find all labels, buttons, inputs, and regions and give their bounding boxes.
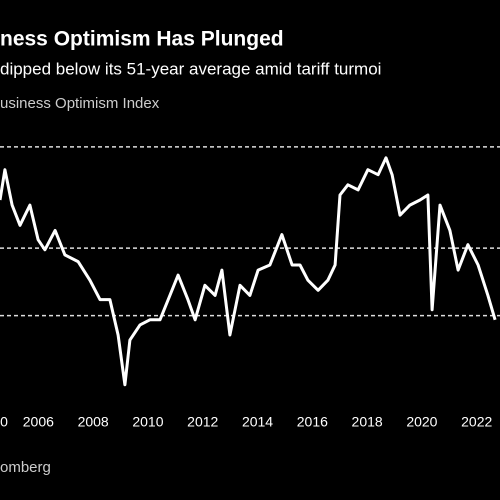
x-tick-label: 0 <box>0 414 8 430</box>
x-tick-label: 2006 <box>23 414 54 430</box>
x-tick-label: 2014 <box>242 414 273 430</box>
x-tick-label: 2010 <box>132 414 163 430</box>
x-tick-label: 2008 <box>78 414 109 430</box>
chart-subtitle: dipped below its 51-year average amid ta… <box>0 59 381 78</box>
x-tick-label: 2020 <box>406 414 437 430</box>
source: omberg <box>0 459 51 476</box>
x-tick-label: 2018 <box>352 414 383 430</box>
chart-title: ness Optimism Has Plunged <box>0 28 284 51</box>
legend-label: usiness Optimism Index <box>0 95 160 112</box>
x-tick-label: 2022 <box>461 414 492 430</box>
data-line <box>0 156 497 387</box>
x-tick-label: 2012 <box>187 414 218 430</box>
x-tick-label: 2016 <box>297 414 328 430</box>
